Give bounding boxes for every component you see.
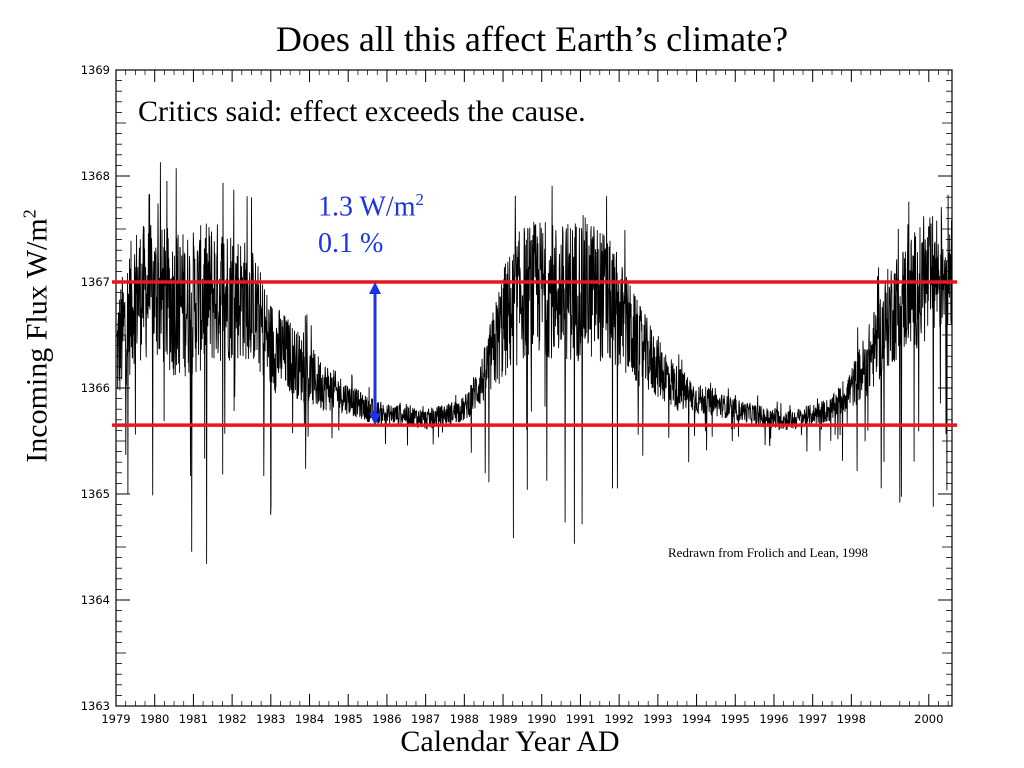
delta-flux-annotation: 1.3 W/m2 xyxy=(318,190,424,223)
y-axis-label: Incoming Flux W/m2 xyxy=(19,209,54,463)
x-tick-label: 1995 xyxy=(721,712,750,726)
y-tick-label: 1368 xyxy=(81,169,110,183)
x-tick-label: 1979 xyxy=(101,712,130,726)
x-tick-label: 1990 xyxy=(527,712,556,726)
x-tick-label: 1984 xyxy=(295,712,324,726)
y-tick-label: 1365 xyxy=(81,487,110,501)
delta-percent-annotation: 0.1 % xyxy=(318,228,384,259)
x-tick-label: 1993 xyxy=(643,712,672,726)
x-tick-label: 1997 xyxy=(798,712,827,726)
y-tick-label: 1364 xyxy=(81,593,110,607)
x-tick-label: 1987 xyxy=(411,712,440,726)
x-tick-label: 1996 xyxy=(759,712,788,726)
x-axis-label: Calendar Year AD xyxy=(400,725,620,758)
x-tick-label: 1980 xyxy=(140,712,169,726)
x-tick-label: 1989 xyxy=(488,712,517,726)
flux-series-line xyxy=(116,162,952,564)
x-tick-label: 1983 xyxy=(256,712,285,726)
range-arrow-head-top xyxy=(369,282,381,294)
y-tick-label: 1363 xyxy=(81,699,110,713)
x-tick-label: 1992 xyxy=(605,712,634,726)
x-tick-label: 1991 xyxy=(566,712,595,726)
y-tick-label: 1366 xyxy=(81,381,110,395)
x-tick-label: 1986 xyxy=(372,712,401,726)
x-tick-label: 1981 xyxy=(179,712,208,726)
x-tick-label: 1985 xyxy=(334,712,363,726)
y-tick-label: 1367 xyxy=(81,275,110,289)
critics-annotation: Critics said: effect exceeds the cause. xyxy=(138,95,586,128)
y-tick-label: 1369 xyxy=(81,63,110,77)
x-tick-label: 1994 xyxy=(682,712,711,726)
range-arrow-head-bottom xyxy=(369,413,381,426)
x-tick-label: 2000 xyxy=(914,712,943,726)
x-tick-label: 1998 xyxy=(837,712,866,726)
source-credit: Redrawn from Frolich and Lean, 1998 xyxy=(668,545,869,560)
x-tick-label: 1982 xyxy=(217,712,246,726)
slide-title: Does all this affect Earth’s climate? xyxy=(275,19,789,59)
plot-frame xyxy=(115,69,953,707)
x-tick-label: 1988 xyxy=(450,712,479,726)
